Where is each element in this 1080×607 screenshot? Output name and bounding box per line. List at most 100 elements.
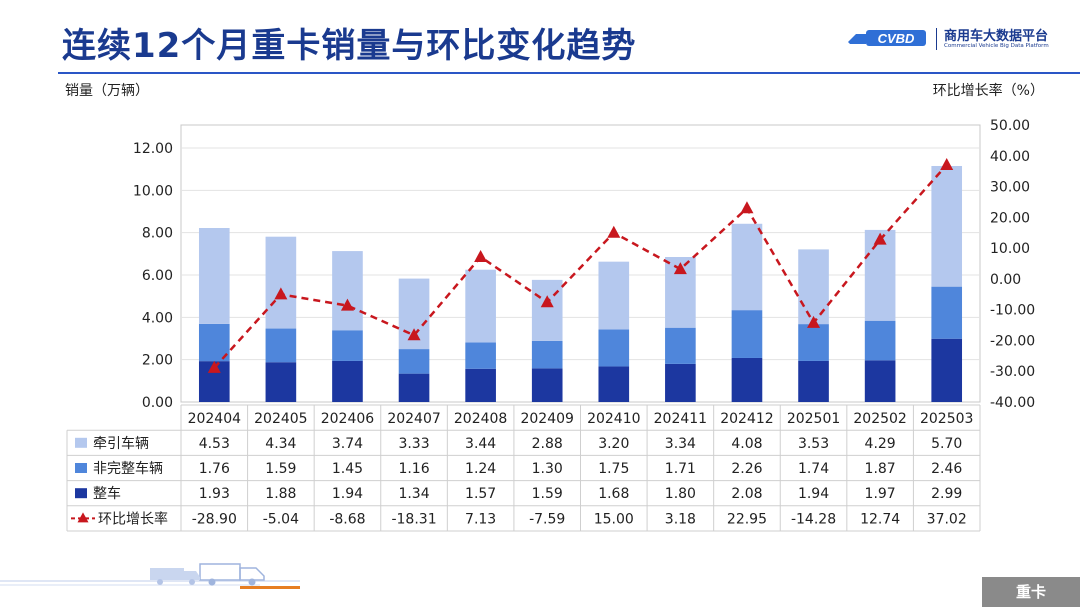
bar-segment: [332, 330, 363, 361]
y-tick-label-left: 12.00: [133, 141, 173, 157]
growth-rate-point: [673, 262, 687, 275]
y-tick-label-right: 10.00: [990, 241, 1030, 257]
category-tag: 重卡: [982, 577, 1080, 607]
logo-name-en: Commercial Vehicle Big Data Platform: [944, 43, 1049, 49]
data-label: 3.53: [798, 436, 829, 452]
bar-segment: [465, 342, 496, 369]
x-tick-label: 202407: [387, 411, 440, 427]
growth-rate-point: [407, 328, 421, 341]
plot-area-frame: [180, 124, 981, 403]
data-label: 1.24: [465, 461, 496, 477]
x-tick-label: 202501: [787, 411, 840, 427]
data-label: 1.57: [465, 486, 496, 502]
x-tick-label: 202409: [520, 411, 573, 427]
data-label: 1.76: [199, 461, 230, 477]
data-label: 3.33: [398, 436, 429, 452]
bar-segment: [198, 228, 230, 324]
data-label: 1.94: [798, 486, 829, 502]
growth-rate-point: [940, 157, 954, 170]
x-tick-label: 202502: [853, 411, 906, 427]
data-label: 4.53: [199, 436, 230, 452]
bar-segment: [465, 269, 496, 343]
data-label: 3.74: [332, 436, 363, 452]
x-tick-label: 202411: [654, 411, 707, 427]
bar-segment: [531, 279, 563, 341]
data-label: 1.71: [665, 461, 696, 477]
data-label: -8.68: [329, 511, 365, 527]
legend-label: 牵引车辆: [93, 435, 149, 452]
y-tick-label-right: -10.00: [990, 303, 1035, 319]
x-tick-label: 202412: [720, 411, 773, 427]
data-label: 4.08: [731, 436, 762, 452]
x-tick-label: 202408: [454, 411, 507, 427]
logo-name-cn: 商用车大数据平台: [944, 29, 1049, 44]
data-label: 2.88: [532, 436, 563, 452]
y-tick-label-right: 50.00: [990, 118, 1030, 134]
y-axis-left-label: 销量（万辆）: [65, 83, 149, 99]
x-tick-label: 202406: [321, 411, 375, 427]
data-label: 4.34: [265, 436, 296, 452]
bar-segment: [398, 349, 430, 374]
data-label: 1.45: [332, 461, 363, 477]
legend-label: 非完整车辆: [93, 460, 163, 477]
data-label: 22.95: [727, 511, 767, 527]
y-tick-label-right: 0.00: [990, 272, 1021, 288]
x-tick-label: 202405: [254, 411, 307, 427]
data-label: 1.87: [865, 461, 896, 477]
y-tick-label-right: -30.00: [990, 364, 1035, 380]
data-label: 5.70: [931, 436, 962, 452]
bar-segment: [531, 368, 563, 402]
truck-decoration-icon: [0, 563, 300, 589]
bar-segment: [864, 360, 896, 402]
y-tick-label-left: 4.00: [142, 310, 173, 326]
truck-logo-icon: CVBD: [848, 30, 926, 46]
bar-segment: [265, 362, 297, 402]
data-label: -18.31: [391, 511, 436, 527]
y-tick-label-right: 30.00: [990, 180, 1030, 196]
y-axis-right-label: 环比增长率（%）: [932, 83, 1044, 99]
bar-segment: [665, 363, 696, 402]
data-label: 2.08: [731, 486, 762, 502]
data-label: 37.02: [927, 511, 967, 527]
bar-segment: [864, 229, 896, 321]
data-label: 1.80: [665, 486, 696, 502]
bar-segment: [332, 360, 363, 402]
bar-segment: [332, 251, 363, 331]
data-label: 12.74: [860, 511, 900, 527]
y-tick-label-left: 2.00: [142, 353, 173, 369]
data-label: 1.97: [865, 486, 896, 502]
bar-segment: [798, 249, 829, 325]
data-label: 4.29: [865, 436, 896, 452]
y-tick-label-left: 10.00: [133, 183, 173, 199]
growth-rate-point: [474, 249, 488, 262]
data-label: 1.34: [398, 486, 429, 502]
y-tick-label-right: 20.00: [990, 210, 1030, 226]
bar-segment: [265, 328, 297, 363]
data-label: 3.18: [665, 511, 696, 527]
bar-segment: [798, 360, 829, 402]
y-tick-label-left: 0.00: [142, 395, 173, 411]
data-label: 15.00: [594, 511, 634, 527]
bar-segment: [798, 324, 829, 361]
bar-segment: [731, 223, 763, 311]
y-tick-label-left: 8.00: [142, 226, 173, 242]
growth-rate-point: [540, 295, 554, 308]
growth-rate-point: [807, 315, 821, 328]
x-tick-label: 202404: [188, 411, 242, 427]
data-label: 1.16: [398, 461, 429, 477]
data-label: 1.93: [199, 486, 230, 502]
bar-segment: [665, 327, 696, 364]
title-divider: [58, 72, 1080, 74]
y-tick-label-right: -40.00: [990, 395, 1035, 411]
data-label: 1.74: [798, 461, 829, 477]
legend-label: 环比增长率: [98, 510, 168, 527]
data-label: 2.26: [731, 461, 762, 477]
logo-separator: [936, 28, 937, 50]
y-tick-label-left: 6.00: [142, 268, 173, 284]
data-label: -5.04: [263, 511, 299, 527]
x-tick-label: 202410: [587, 411, 640, 427]
growth-rate-point: [740, 201, 754, 214]
legend-swatch: [75, 463, 87, 473]
legend-swatch: [75, 437, 87, 448]
bar-segment: [598, 329, 630, 367]
